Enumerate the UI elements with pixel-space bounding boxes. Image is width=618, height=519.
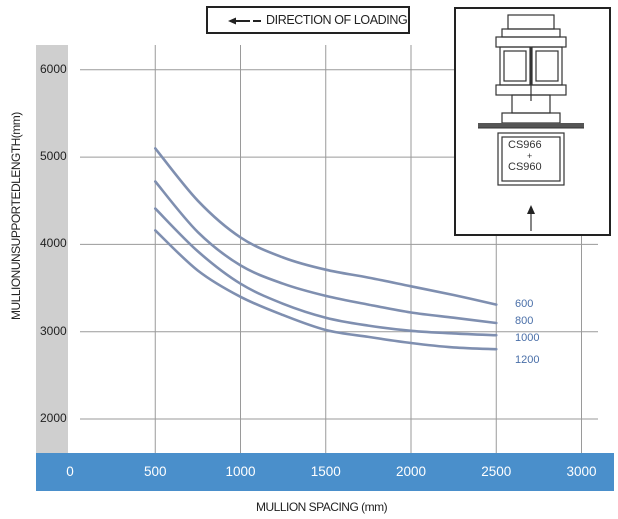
inset-label-bottom: CS960 [508, 161, 542, 173]
legend: DIRECTION OF LOADING [206, 6, 410, 34]
mullion-section-diagram: CS966 + CS960 [454, 7, 611, 236]
x-axis-band [36, 453, 614, 491]
x-tick-2000: 2000 [395, 464, 427, 479]
mullion-profile-drawing [478, 14, 584, 231]
x-tick-3000: 3000 [566, 464, 597, 479]
y-axis-band [36, 45, 68, 453]
legend-label: DIRECTION OF LOADING [266, 13, 408, 27]
x-tick-2500: 2500 [481, 464, 512, 479]
x-tick-0: 0 [66, 464, 74, 479]
series-lines [154, 147, 498, 351]
series-line-1200 [154, 229, 498, 351]
series-label-1000: 1000 [515, 332, 540, 345]
y-tick-4000: 4000 [40, 236, 67, 251]
series-line-800 [154, 180, 498, 325]
y-tick-5000: 5000 [40, 149, 67, 164]
series-line-600 [154, 147, 498, 306]
y-tick-2000: 2000 [40, 411, 67, 425]
arrow-left-icon [228, 17, 261, 25]
y-tick-6000: 6000 [40, 61, 67, 76]
inset-label-top: CS966 [508, 139, 542, 151]
x-tick-500: 500 [143, 464, 167, 479]
x-axis-label: MULLION SPACING (mm) [256, 500, 388, 514]
x-tick-1500: 1500 [310, 464, 341, 479]
y-axis-label: MULLIONUNSUPPORTEDLENGTH(mm) [9, 112, 23, 320]
series-line-1000 [154, 207, 498, 337]
series-label-1200: 1200 [515, 354, 540, 367]
y-tick-3000: 3000 [40, 323, 67, 338]
inset-label-plus: + [527, 151, 533, 161]
series-label-600: 600 [515, 297, 534, 310]
series-label-800: 800 [515, 314, 534, 327]
x-tick-1000: 1000 [225, 464, 256, 479]
